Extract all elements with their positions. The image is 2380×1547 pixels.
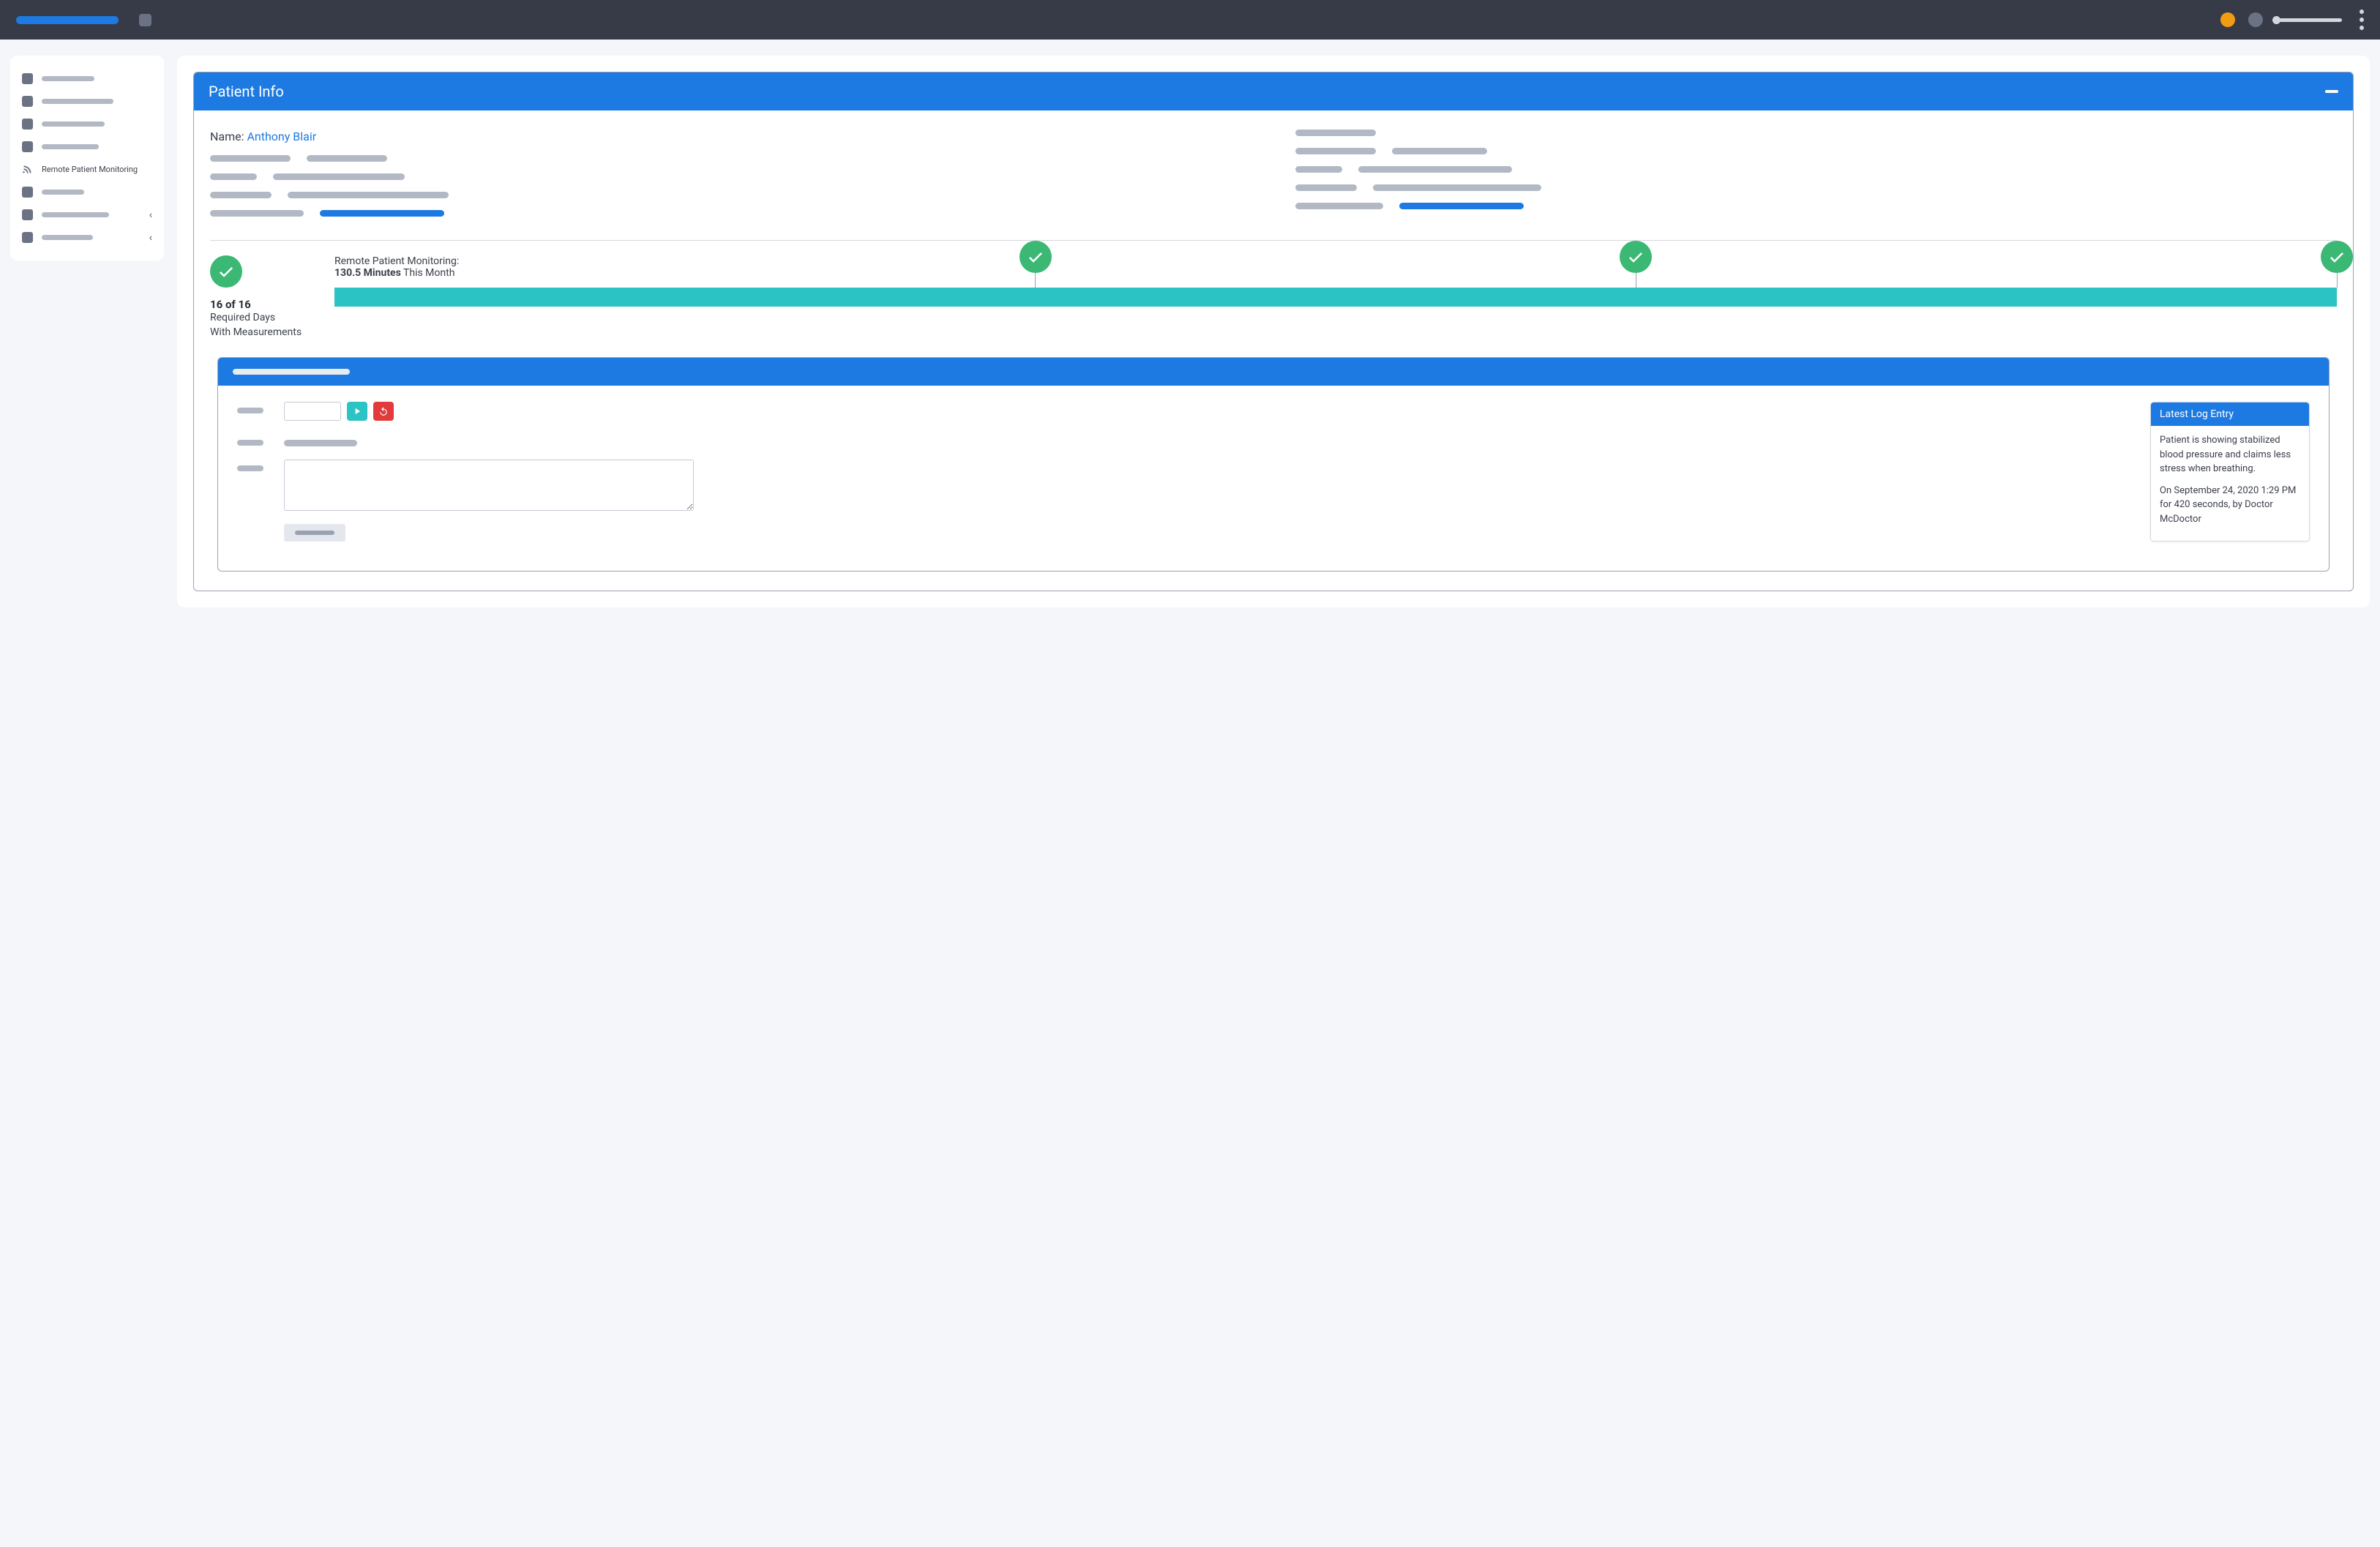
patient-name-link[interactable]: Anthony Blair xyxy=(247,130,316,143)
main-content: Patient Info Name: Anthony Blair xyxy=(177,56,2370,607)
duration-input[interactable] xyxy=(284,402,341,421)
status-dot-orange[interactable] xyxy=(2220,12,2235,27)
play-button[interactable] xyxy=(347,402,367,421)
collapse-icon[interactable] xyxy=(2325,90,2338,93)
milestone-marker xyxy=(1620,241,1652,288)
sidebar-item[interactable] xyxy=(19,67,155,90)
info-row-placeholder xyxy=(1295,130,2337,136)
days-count: 16 of 16 xyxy=(210,298,313,311)
brand-logo[interactable] xyxy=(16,16,119,24)
progress-bar xyxy=(334,288,2337,307)
info-row-placeholder xyxy=(1295,203,2337,209)
info-row-placeholder xyxy=(210,210,1251,217)
topbar xyxy=(0,0,2380,40)
form-value-placeholder xyxy=(284,440,357,446)
milestone-marker xyxy=(2321,241,2353,288)
check-icon xyxy=(1019,241,1052,273)
sidebar-item[interactable]: ‹ xyxy=(19,203,155,226)
form-label-placeholder xyxy=(237,408,263,413)
form-label-placeholder xyxy=(237,465,263,471)
monitoring-icon xyxy=(22,164,33,175)
kebab-menu-icon[interactable] xyxy=(2360,10,2364,30)
panel-title: Patient Info xyxy=(209,83,284,100)
info-row-placeholder xyxy=(210,173,1251,180)
topbar-slider[interactable] xyxy=(2276,18,2342,22)
menu-toggle-button[interactable] xyxy=(139,14,151,26)
info-row-placeholder xyxy=(1295,184,2337,191)
form-label-placeholder xyxy=(237,440,263,446)
milestone-marker xyxy=(1019,241,1052,288)
sidebar-item[interactable] xyxy=(19,90,155,113)
status-dot-gray[interactable] xyxy=(2248,12,2263,27)
log-entry-panel: Latest Log Entry Patient is showing stab… xyxy=(217,357,2330,572)
name-label: Name: xyxy=(210,130,247,143)
notes-textarea[interactable] xyxy=(284,460,694,511)
days-label-1: Required Days xyxy=(210,311,313,326)
days-stat-block: 16 of 16 Required Days With Measurements xyxy=(210,255,313,340)
info-row-placeholder xyxy=(1295,148,2337,154)
check-icon xyxy=(2321,241,2353,273)
chevron-left-icon: ‹ xyxy=(149,232,152,244)
sidebar-item-label: Remote Patient Monitoring xyxy=(42,165,138,174)
subpanel-header xyxy=(218,358,2329,386)
patient-name-row: Name: Anthony Blair xyxy=(210,130,1251,143)
info-row-placeholder xyxy=(210,192,1251,198)
patient-info-panel: Patient Info Name: Anthony Blair xyxy=(193,72,2354,591)
sidebar: Remote Patient Monitoring ‹ ‹ xyxy=(10,56,164,261)
info-row-placeholder xyxy=(210,155,1251,162)
subpanel-title-placeholder xyxy=(233,369,350,375)
panel-header: Patient Info xyxy=(194,72,2353,110)
log-meta-text: On September 24, 2020 1:29 PM for 420 se… xyxy=(2160,484,2300,527)
sidebar-item[interactable] xyxy=(19,113,155,135)
check-icon xyxy=(210,255,242,288)
days-label-2: With Measurements xyxy=(210,326,313,340)
latest-log-card: Latest Log Entry Patient is showing stab… xyxy=(2150,402,2310,542)
sidebar-item-rpm[interactable]: Remote Patient Monitoring xyxy=(19,158,155,181)
sidebar-item[interactable] xyxy=(19,135,155,158)
submit-button[interactable] xyxy=(284,524,345,542)
log-card-title: Latest Log Entry xyxy=(2151,402,2309,426)
log-body-text: Patient is showing stabilized blood pres… xyxy=(2160,433,2300,476)
chevron-left-icon: ‹ xyxy=(149,209,152,221)
check-icon xyxy=(1620,241,1652,273)
sidebar-item[interactable]: ‹ xyxy=(19,226,155,249)
info-row-placeholder xyxy=(1295,166,2337,173)
reset-button[interactable] xyxy=(373,402,394,421)
sidebar-item[interactable] xyxy=(19,181,155,203)
